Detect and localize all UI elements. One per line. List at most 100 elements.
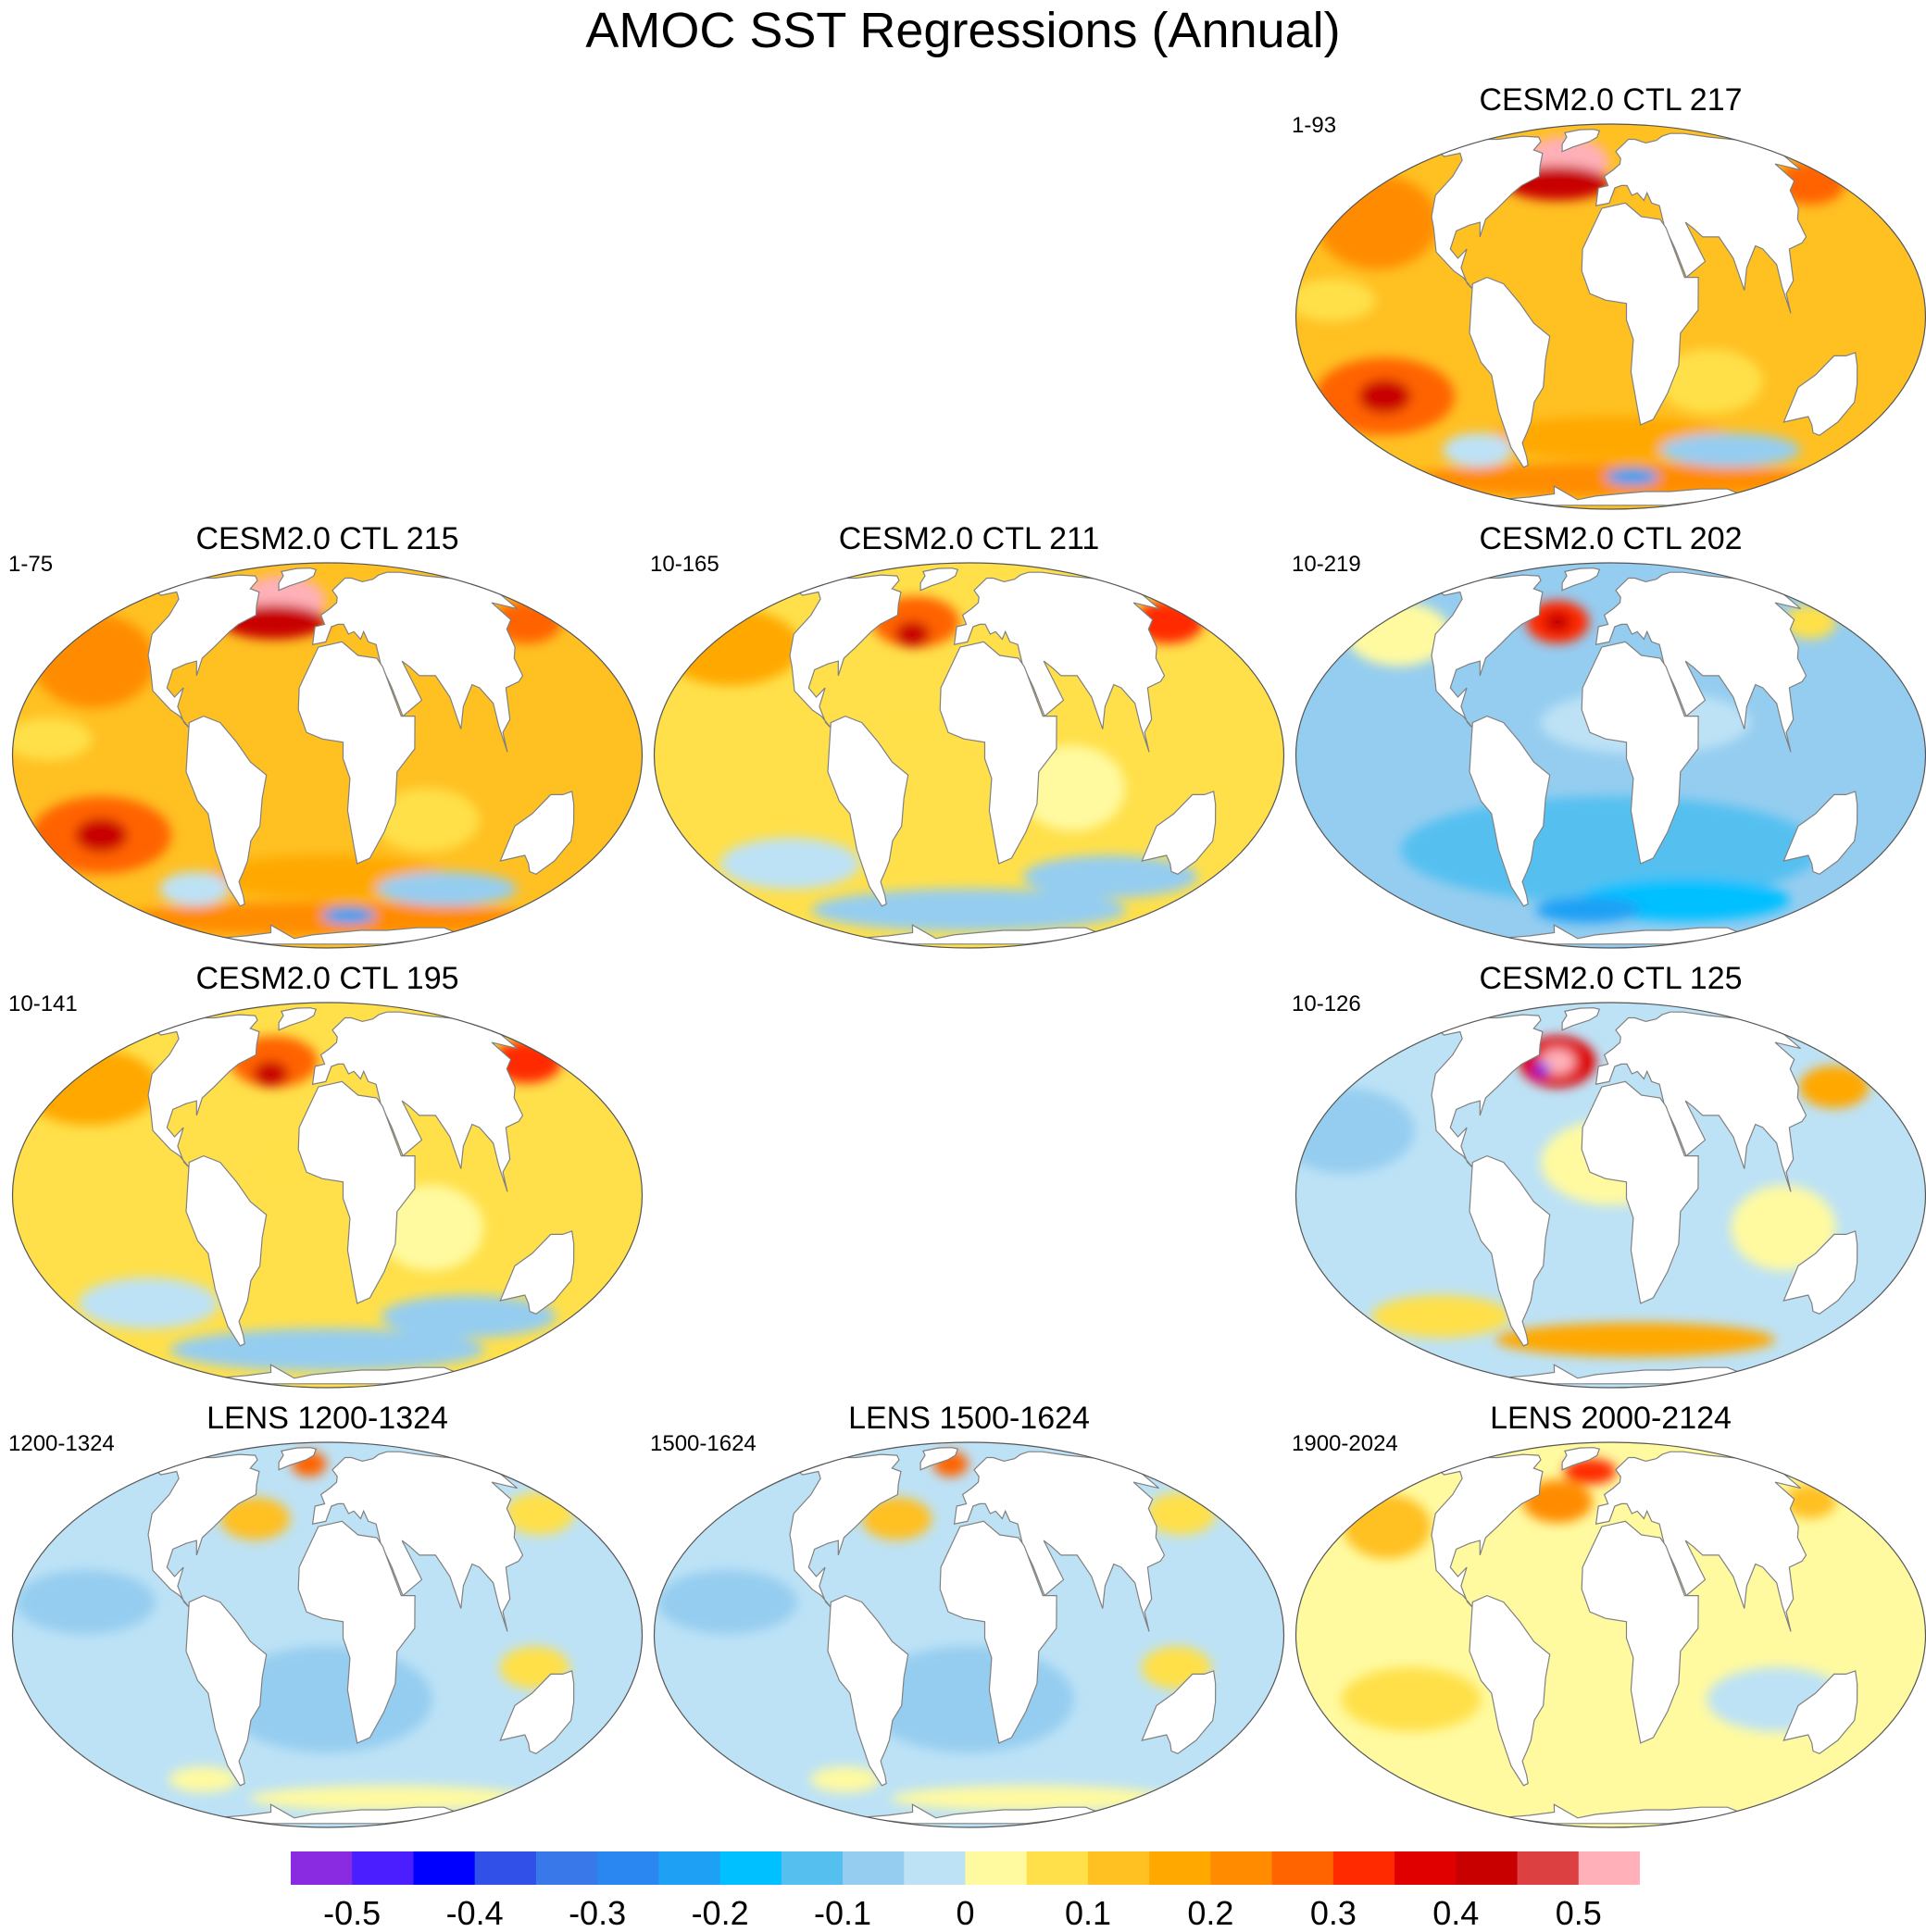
landmass-south-america: [185, 1154, 268, 1347]
anomaly-region: [1799, 1065, 1870, 1109]
landmass-north-america: [1431, 1014, 1544, 1170]
landmass-greenland: [919, 567, 959, 592]
landmass-australia: [499, 791, 575, 875]
map-panel-ctl202: CESM2.0 CTL 202 10-219: [1290, 520, 1926, 954]
colorbar-swatch: [291, 1851, 353, 1885]
anomaly-region: [169, 1327, 485, 1372]
figure-title: AMOC SST Regressions (Annual): [585, 3, 1341, 58]
anomaly-region: [32, 614, 156, 708]
landmass-south-america: [1469, 715, 1551, 907]
colorbar-tick-label: -0.4: [445, 1894, 504, 1932]
sst-regression-map: [653, 562, 1285, 949]
panel-title: LENS 2000-2124: [1490, 1401, 1732, 1436]
landmass-south-america: [185, 1594, 268, 1787]
ocean-field: [654, 563, 1284, 948]
landmass-greenland: [1561, 129, 1601, 153]
landmass-north-america: [1431, 1453, 1544, 1610]
ocean-field: [12, 1442, 643, 1827]
anomaly-region: [1535, 897, 1641, 923]
map-outline: [11, 1002, 644, 1389]
landmass-north-america: [789, 1453, 902, 1610]
panel-title: LENS 1200-1324: [206, 1401, 448, 1436]
ocean-field: [1295, 563, 1926, 948]
colorbar-swatch: [843, 1851, 905, 1885]
map-panel-lens2000: LENS 2000-2124 1900-2024: [1290, 1400, 1926, 1833]
landmass-africa: [1581, 1080, 1699, 1304]
anomaly-region: [159, 871, 230, 906]
map-outline: [653, 1441, 1285, 1828]
sst-regression-map: [1295, 1441, 1926, 1828]
anomaly-region: [249, 1785, 530, 1812]
anomaly-region: [378, 1185, 484, 1271]
landmass-north-america: [789, 574, 902, 730]
colorbar-swatch: [965, 1851, 1028, 1885]
colorbar-tick-label: 0.5: [1555, 1894, 1602, 1932]
anomaly-region: [657, 1569, 797, 1635]
panel-years-label: 10-165: [650, 552, 719, 577]
anomaly-region: [1543, 611, 1572, 633]
landmass-africa: [1581, 641, 1699, 865]
anomaly-region: [1022, 854, 1198, 899]
landmass-eurasia: [311, 1011, 524, 1192]
anomaly-region: [1316, 175, 1439, 269]
panel-title: CESM2.0 CTL 195: [195, 961, 459, 996]
colorbar-swatch: [1087, 1851, 1150, 1885]
landmass-eurasia: [1595, 1011, 1807, 1192]
landmass-eurasia: [311, 1451, 524, 1632]
landmass-south-america: [185, 715, 268, 907]
sst-regression-map: [11, 562, 644, 949]
panel-title: CESM2.0 CTL 202: [1479, 521, 1743, 556]
landmass-australia: [1782, 1670, 1858, 1754]
map-panel-ctl217: CESM2.0 CTL 217 1-93: [1290, 81, 1926, 515]
panel-years-label: 1200-1324: [8, 1431, 115, 1456]
colorbar-tick-label: 0.1: [1064, 1894, 1112, 1932]
anomaly-region: [15, 1569, 156, 1635]
colorbar-swatch: [1026, 1851, 1089, 1885]
landmass-africa: [1581, 202, 1699, 426]
landmass-south-america: [827, 1594, 909, 1787]
anomaly-region: [1295, 279, 1376, 322]
landmass-greenland: [919, 1447, 959, 1471]
landmass-south-america: [1469, 1594, 1551, 1787]
panel-years-label: 10-126: [1292, 991, 1361, 1016]
anomaly-region: [1370, 1294, 1511, 1339]
colorbar-swatch: [1456, 1851, 1519, 1885]
panel-title: CESM2.0 CTL 215: [195, 521, 459, 556]
panel-title: CESM2.0 CTL 217: [1479, 82, 1743, 118]
anomaly-region: [1358, 379, 1411, 414]
panel-title: CESM2.0 CTL 211: [838, 521, 1100, 556]
colorbar-swatch: [1332, 1851, 1395, 1885]
landmass-eurasia: [953, 1451, 1166, 1632]
colorbar-swatch: [1271, 1851, 1334, 1885]
map-panel-ctl125: CESM2.0 CTL 125 10-126: [1290, 960, 1926, 1393]
anomaly-region: [322, 906, 376, 925]
anomaly-region: [78, 1278, 219, 1329]
landmass-south-america: [1469, 1154, 1551, 1347]
anomaly-region: [219, 1497, 291, 1540]
colorbar-tick-label: -0.1: [813, 1894, 872, 1932]
map-panel-ctl195: CESM2.0 CTL 195 10-141: [6, 960, 648, 1393]
ocean-field: [12, 563, 643, 948]
map-panel-ctl215: CESM2.0 CTL 215 1-75: [6, 520, 648, 954]
colorbar-swatch: [719, 1851, 782, 1885]
anomaly-region: [253, 1061, 289, 1087]
colorbar-swatch: [1149, 1851, 1211, 1885]
landmass-australia: [499, 1230, 575, 1315]
anomaly-region: [1540, 1048, 1575, 1075]
landmass-eurasia: [311, 571, 524, 753]
map-panel-lens1500: LENS 1500-1624 1500-1624: [648, 1400, 1290, 1833]
colorbar-swatch: [413, 1851, 476, 1885]
colorbar-swatch: [781, 1851, 844, 1885]
colorbar-swatch: [1394, 1851, 1457, 1885]
landmass-eurasia: [1595, 132, 1807, 314]
anomaly-region: [1660, 432, 1801, 467]
landmass-eurasia: [953, 571, 1166, 753]
panel-title: CESM2.0 CTL 125: [1479, 961, 1743, 996]
anomaly-region: [1495, 1758, 1776, 1801]
panel-years-label: 1900-2024: [1292, 1431, 1398, 1456]
ocean-field: [1295, 1442, 1926, 1827]
colorbar-swatch: [658, 1851, 721, 1885]
anomaly-region: [377, 871, 518, 906]
anomaly-region: [75, 817, 128, 853]
landmass-greenland: [278, 567, 318, 592]
